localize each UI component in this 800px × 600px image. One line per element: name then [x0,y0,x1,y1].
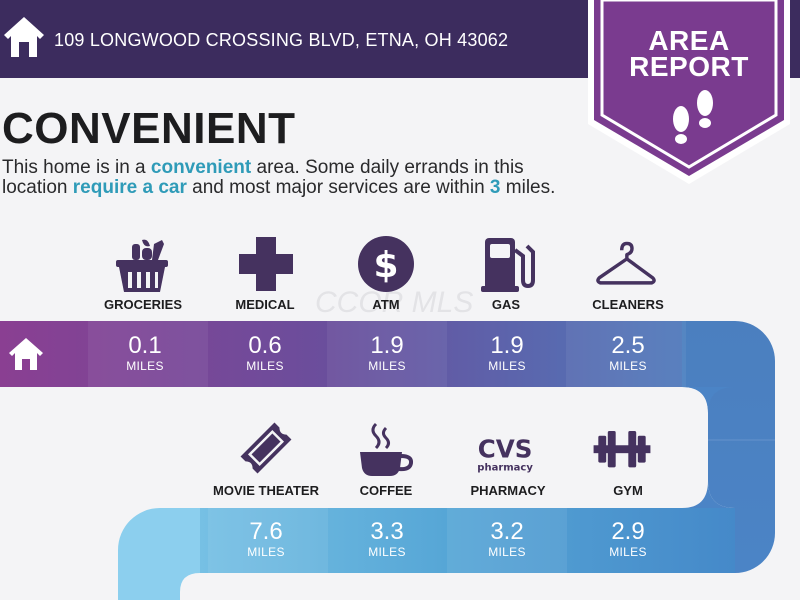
distance-coffee: 3.3 MILES [368,518,406,560]
label-pharmacy: PHARMACY [470,483,546,498]
svg-text:$: $ [373,245,398,286]
highlight-require-car: require a car [72,177,187,198]
distance-atm: 1.9 MILES [368,332,406,374]
watermark: CCOR MLS [315,286,474,319]
highlight-convenient: convenient [150,157,252,178]
distance-cleaners: 2.5 MILES [609,332,647,374]
area-description: This home is in a convenient area. Some … [2,157,556,198]
hanger-icon [596,241,656,285]
label-gas: GAS [491,297,521,312]
badge-title-line2: REPORT [629,51,749,82]
grocery-basket-icon [116,239,168,292]
svg-text:pharmacy: pharmacy [477,462,533,473]
page-title: CONVENIENT [2,104,296,153]
property-address: 109 LONGWOOD CROSSING BLVD, ETNA, OH 430… [54,30,509,50]
label-movie-theater: MOVIE THEATER [213,483,319,498]
label-groceries: GROCERIES [103,297,182,312]
label-gym: GYM [613,483,643,498]
gas-pump-icon [481,238,535,292]
dollar-coin-icon: $ [358,236,414,292]
medical-cross-icon [239,237,293,291]
label-cleaners: CLEANERS [592,297,664,312]
distance-medical: 0.6 MILES [246,332,284,374]
distance-pharmacy: 3.2 MILES [488,518,526,560]
area-report-badge [588,0,790,184]
distance-gym: 2.9 MILES [609,518,647,560]
home-icon [4,17,44,57]
dumbbell-icon [593,431,651,468]
distance-groceries: 0.1 MILES [126,332,164,374]
coffee-cup-icon [360,422,414,476]
ticket-icon [240,422,292,474]
badge-title-line1: AREA [648,25,730,56]
distance-gas: 1.9 MILES [488,332,526,374]
label-coffee: COFFEE [359,483,413,498]
label-medical: MEDICAL [235,297,295,312]
svg-text:CVS: CVS [478,435,533,464]
distance-movie-theater: 7.6 MILES [247,518,285,560]
label-atm: ATM [372,297,400,312]
highlight-miles: 3 [489,177,501,198]
home-start-icon [9,338,43,370]
cvs-pharmacy-logo: CVS pharmacy [477,435,533,474]
footprints-icon [673,90,713,144]
